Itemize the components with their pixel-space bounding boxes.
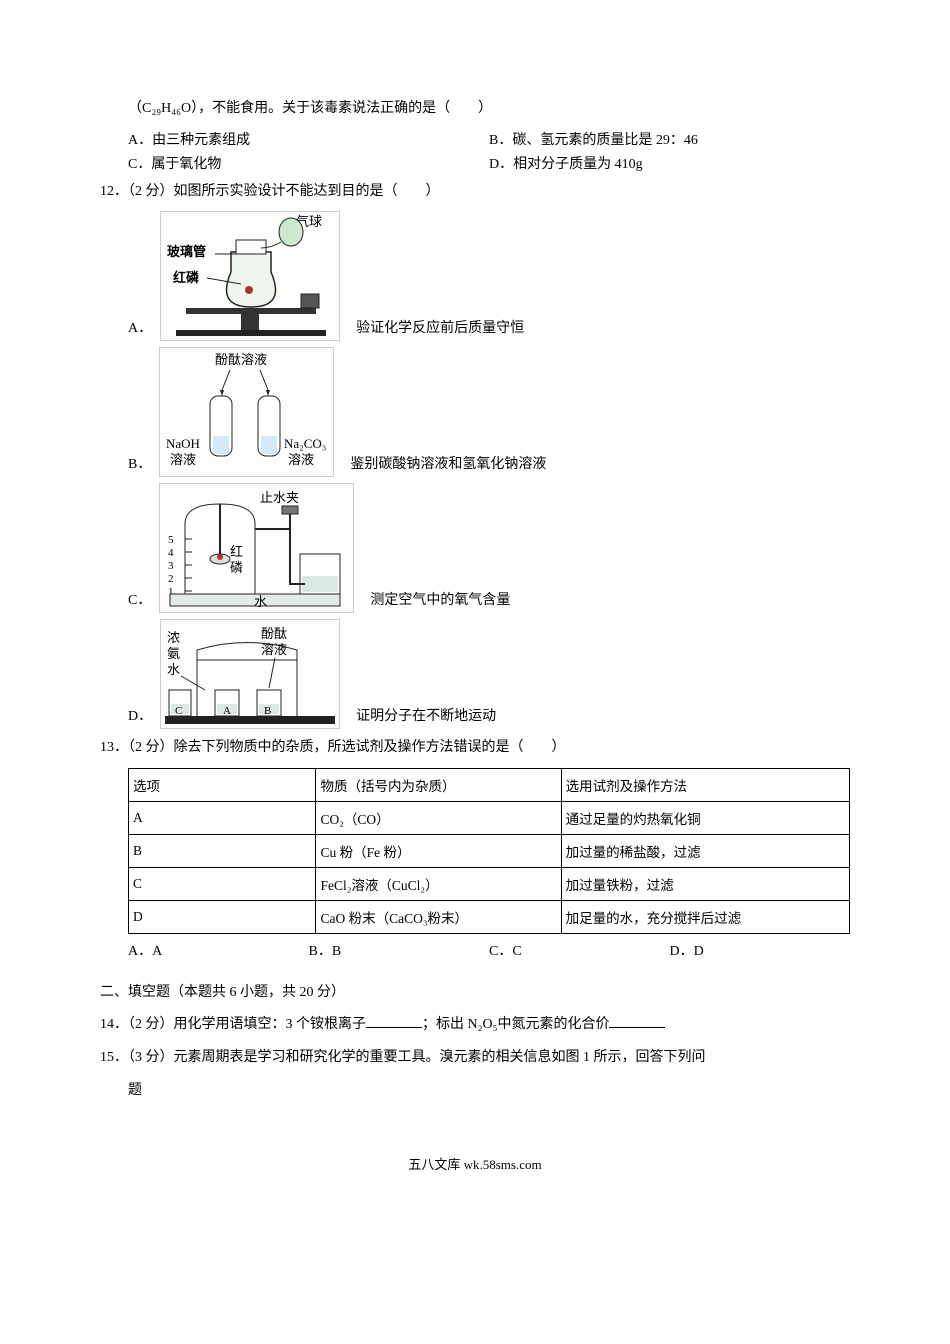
q12-C-caption: 测定空气中的氧气含量 (364, 589, 510, 613)
two-tubes-icon: 酚酞溶液 NaOH 溶液 Na₂CO₃ 溶液 (160, 348, 335, 478)
q12-stem: 12．（2 分）如图所示实验设计不能达到目的是（ ） (100, 179, 850, 206)
q13-table-wrap: 选项 物质（括号内为杂质） 选用试剂及操作方法 A CO₂（CO） 通过足量的灼… (100, 768, 850, 934)
q14-blank1[interactable] (366, 1014, 422, 1028)
q12-D-row: D． A B C 浓 氨 水 酚酞 溶液 证明分子在不断地 (100, 619, 850, 729)
q13-stem: 13．（2 分）除去下列物质中的杂质，所选试剂及操作方法错误的是（ ） (100, 735, 850, 762)
na2co3-label: Na₂CO₃ (284, 436, 326, 451)
th-opt: 选项 (129, 768, 316, 801)
q14-line: 14．（2 分）用化学用语填空：3 个铵根离子 ；标出 N₂O₅中氮元素的化合价 (100, 1012, 850, 1039)
cupA-label: A (223, 705, 231, 717)
table-row: D CaO 粉末（CaCO₃粉末） 加足量的水，充分搅拌后过滤 (129, 900, 850, 933)
q12-D-label: D． (128, 705, 152, 725)
phenol-label: 酚酞溶液 (215, 352, 267, 367)
glass-tube-label: 玻璃管 (167, 244, 206, 259)
table-row: B Cu 粉（Fe 粉） 加过量的稀盐酸，过滤 (129, 834, 850, 867)
q11-optC: C．属于氧化物 (128, 153, 489, 173)
q13-optC: C．C (489, 940, 670, 960)
red-label: 红 (230, 544, 243, 559)
q15-line2: 题 (100, 1078, 850, 1105)
cupB-label: B (264, 705, 271, 717)
svg-text:4: 4 (168, 547, 174, 559)
page-footer: 五八文库 wk.58sms.com (100, 1154, 850, 1173)
air-oxygen-icon: 5 4 3 2 1 止水夹 红 磷 水 (160, 484, 355, 614)
q12-A-figure: 气球 玻璃管 红磷 (160, 211, 340, 341)
water-label: 水 (254, 594, 267, 609)
cupC-label: C (175, 705, 182, 717)
q12-D-caption: 证明分子在不断地运动 (350, 705, 496, 729)
q13-optB: B．B (309, 940, 490, 960)
q11-optA: A．由三种元素组成 (128, 129, 489, 149)
svg-text:2: 2 (168, 573, 174, 585)
q13-table: 选项 物质（括号内为杂质） 选用试剂及操作方法 A CO₂（CO） 通过足量的灼… (128, 768, 850, 934)
th-method: 选用试剂及操作方法 (561, 768, 849, 801)
q12-B-row: B． 酚酞溶液 NaOH 溶液 Na₂CO₃ 溶液 鉴别碳酸钠溶液和氢氧化钠溶液 (100, 347, 850, 477)
diffusion-icon: A B C 浓 氨 水 酚酞 溶液 (161, 620, 341, 730)
q13-opts: A．A B．B C．C D．D (100, 940, 850, 960)
q12-B-caption: 鉴别碳酸钠溶液和氢氧化钠溶液 (344, 453, 546, 477)
naoh-label: NaOH (166, 436, 200, 451)
nh3-1: 浓 (167, 630, 180, 645)
q12-B-figure: 酚酞溶液 NaOH 溶液 Na₂CO₃ 溶液 (159, 347, 334, 477)
q11-stem: （C₂₉H₄₆O），不能食用。关于该毒素说法正确的是（ ） (100, 96, 850, 123)
q11-opts-row2: C．属于氧化物 D．相对分子质量为 410g (100, 153, 850, 173)
q13-optD: D．D (670, 940, 851, 960)
q11-optD: D．相对分子质量为 410g (489, 153, 850, 173)
table-row: A CO₂（CO） 通过足量的灼热氧化铜 (129, 801, 850, 834)
red-phos-label: 红磷 (173, 270, 200, 285)
balloon-label: 气球 (296, 214, 322, 229)
q12-D-figure: A B C 浓 氨 水 酚酞 溶液 (160, 619, 340, 729)
clamp-label: 止水夹 (260, 490, 299, 505)
ph1-label: 酚酞 (261, 626, 287, 641)
th-substance: 物质（括号内为杂质） (316, 768, 561, 801)
q14-middle: ；标出 N₂O₅中氮元素的化合价 (422, 1017, 609, 1032)
svg-text:5: 5 (168, 534, 174, 546)
q15-line1: 15．（3 分）元素周期表是学习和研究化学的重要工具。溴元素的相关信息如图 1 … (100, 1045, 850, 1072)
q14-prefix: 14．（2 分）用化学用语填空：3 个铵根离子 (100, 1017, 366, 1032)
section2-header: 二、填空题（本题共 6 小题，共 20 分） (100, 980, 850, 1007)
na2co3-sol-label: 溶液 (288, 452, 314, 467)
q11-opts-row1: A．由三种元素组成 B．碳、氢元素的质量比是 29：46 (100, 129, 850, 149)
q12-A-label: A． (128, 317, 152, 337)
q12-C-row: C． 5 4 3 2 1 止水夹 红 磷 水 (100, 483, 850, 613)
q12-A-row: A． 气球 玻璃管 红磷 验证化学反应前后质量守恒 (100, 211, 850, 341)
naoh-sol-label: 溶液 (170, 452, 196, 467)
q14-blank2[interactable] (609, 1014, 665, 1028)
q13-optA: A．A (128, 940, 309, 960)
table-row: 选项 物质（括号内为杂质） 选用试剂及操作方法 (129, 768, 850, 801)
q11-optB: B．碳、氢元素的质量比是 29：46 (489, 129, 850, 149)
svg-text:3: 3 (168, 560, 174, 572)
q12-C-label: C． (128, 589, 151, 609)
nh3-2: 氨 (167, 646, 180, 661)
q12-C-figure: 5 4 3 2 1 止水夹 红 磷 水 (159, 483, 354, 613)
phos-label: 磷 (230, 560, 243, 575)
table-row: C FeCl₂溶液（CuCl₂） 加过量铁粉，过滤 (129, 867, 850, 900)
q12-B-label: B． (128, 453, 151, 473)
nh3-3: 水 (167, 662, 180, 677)
ph2-label: 溶液 (261, 642, 287, 657)
q12-A-caption: 验证化学反应前后质量守恒 (350, 317, 524, 341)
balance-flask-icon: 气球 玻璃管 红磷 (161, 212, 341, 342)
